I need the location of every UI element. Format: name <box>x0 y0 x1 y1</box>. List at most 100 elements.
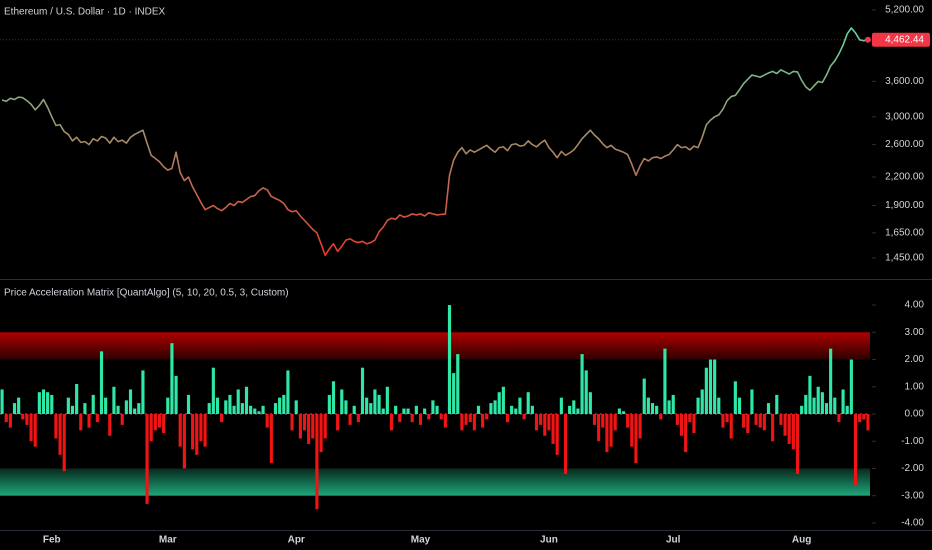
histogram-bar <box>224 400 228 414</box>
histogram-bar <box>439 413 443 420</box>
y-tick-label: 3,000.00 <box>885 111 924 122</box>
histogram-bar <box>597 413 601 442</box>
histogram-bar <box>170 343 174 414</box>
histogram-bar <box>754 413 758 425</box>
histogram-bar <box>771 413 775 442</box>
histogram-bar <box>431 400 435 414</box>
histogram-bar <box>323 413 327 439</box>
histogram-bar <box>733 381 737 414</box>
histogram-bar <box>551 413 555 444</box>
histogram-bar <box>389 413 394 431</box>
histogram-bar <box>120 413 124 425</box>
histogram-bar <box>195 413 199 455</box>
histogram-bar <box>655 405 659 414</box>
histogram-bar <box>215 397 220 414</box>
histogram-bar <box>377 394 381 414</box>
histogram-bar <box>675 413 679 425</box>
histogram-bar <box>340 389 344 414</box>
histogram-bar <box>824 403 829 414</box>
x-tick-label: Aug <box>792 535 811 546</box>
histogram-bar <box>398 413 402 423</box>
histogram-bar <box>559 397 563 414</box>
histogram-bar <box>539 413 543 425</box>
histogram-bar <box>70 405 75 414</box>
histogram-bar <box>95 413 99 423</box>
y-tick-label: 1.00 <box>905 381 925 392</box>
histogram-bar <box>601 413 605 428</box>
histogram-bar <box>66 397 70 414</box>
histogram-bar <box>311 413 315 439</box>
histogram-bar <box>116 405 120 414</box>
histogram-bar <box>0 389 4 414</box>
histogram-bar <box>572 400 576 414</box>
histogram-bar <box>750 389 754 414</box>
histogram-bar <box>331 381 336 414</box>
histogram-bar <box>808 375 812 414</box>
y-tick-label: 1,650.00 <box>885 228 924 239</box>
y-tick-label: 3,600.00 <box>885 76 924 87</box>
histogram-bar <box>124 400 128 414</box>
histogram-bar <box>617 408 621 414</box>
histogram-bar <box>700 389 704 414</box>
histogram-bar <box>54 413 58 439</box>
histogram-bar <box>410 413 414 423</box>
histogram-bar <box>505 413 510 423</box>
price-line <box>1 27 869 257</box>
histogram-bar <box>518 397 522 414</box>
histogram-bar <box>708 359 713 414</box>
histogram-bar <box>804 394 808 414</box>
histogram-bar <box>87 413 91 428</box>
histogram-bar <box>692 413 696 434</box>
histogram-bar <box>286 370 290 414</box>
histogram-bar <box>758 413 762 428</box>
histogram-bar <box>460 413 464 431</box>
y-tick-label: 0.00 <box>905 409 925 420</box>
histogram-bar <box>427 413 431 420</box>
histogram-bar <box>775 394 779 414</box>
histogram-bar <box>800 405 804 414</box>
histogram-bar <box>149 413 153 442</box>
histogram-bar <box>157 413 162 428</box>
histogram-bar <box>530 405 534 414</box>
histogram-bar <box>273 403 278 414</box>
histogram-bar <box>621 411 626 414</box>
histogram-bar <box>174 375 178 414</box>
histogram-bar <box>141 370 145 414</box>
histogram-bar <box>402 408 406 414</box>
histogram-bar <box>522 413 526 420</box>
histogram-bar <box>783 413 787 436</box>
histogram-bar <box>186 394 191 414</box>
histogram-bar <box>667 400 671 414</box>
histogram-bar <box>37 392 41 414</box>
histogram-bar <box>762 413 766 431</box>
histogram-bar <box>713 359 717 414</box>
histogram-bar <box>253 408 257 414</box>
histogram-bar <box>133 408 137 414</box>
histogram-bar <box>787 413 791 444</box>
histogram-bar <box>481 413 485 428</box>
histogram-bar <box>381 408 385 414</box>
histogram-bar <box>447 305 452 414</box>
histogram-bar <box>866 413 870 431</box>
histogram-bar <box>642 378 646 414</box>
histogram-bar <box>41 389 46 414</box>
histogram-bar <box>58 413 62 455</box>
histogram-bar <box>497 392 501 414</box>
histogram-bar <box>833 397 837 414</box>
y-tick-label: 1,900.00 <box>885 200 924 211</box>
histogram-bar <box>348 413 352 425</box>
histogram-bar <box>298 413 302 439</box>
histogram-bar <box>588 392 592 414</box>
threshold-band <box>0 468 870 496</box>
histogram-bar <box>746 413 750 434</box>
histogram-bar <box>704 367 708 414</box>
histogram-bar <box>162 413 166 434</box>
y-tick-label: 2.00 <box>905 354 925 365</box>
histogram-bar <box>315 413 319 510</box>
histogram-bar <box>742 413 746 428</box>
histogram-bar <box>853 413 858 485</box>
histogram-bar <box>344 400 348 414</box>
histogram-bar <box>858 413 862 423</box>
histogram-bar <box>638 413 642 439</box>
